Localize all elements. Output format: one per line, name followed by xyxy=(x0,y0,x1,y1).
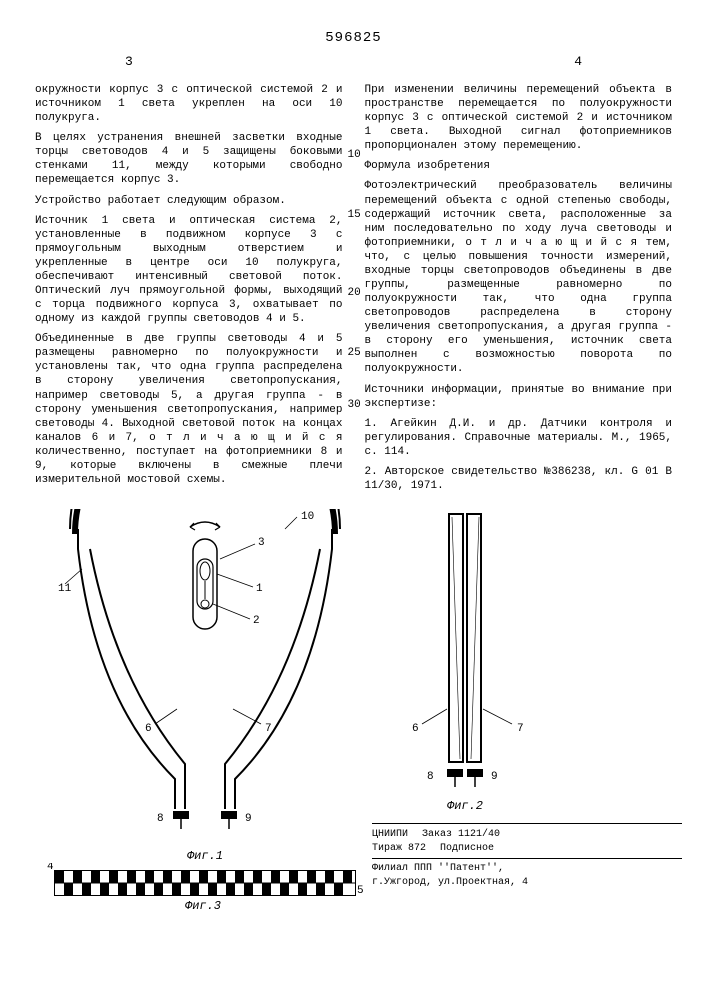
anno-5: 5 xyxy=(357,885,364,897)
paragraph: При изменении величины перемещений объек… xyxy=(365,83,673,153)
figure-1-and-3: 10 3 1 2 11 6 7 8 9 Фиг.1 xyxy=(45,509,365,911)
footer-sub: Подписное xyxy=(440,842,494,856)
footer-branch: Филиал ППП ''Патент'', xyxy=(372,862,682,876)
line-num: 30 xyxy=(348,400,361,411)
source-2: 2. Авторское свидетельство №386238, кл. … xyxy=(365,465,673,493)
anno-9: 9 xyxy=(245,813,252,825)
line-num: 10 xyxy=(348,150,361,161)
footer-address: г.Ужгород, ул.Проектная, 4 xyxy=(372,876,682,890)
line-num: 25 xyxy=(348,348,361,359)
footer-tirage: Тираж 872 xyxy=(372,842,426,856)
page-right: 4 xyxy=(574,54,582,69)
anno-7: 7 xyxy=(265,723,272,735)
sources-title: Источники информации, принятые во вниман… xyxy=(365,383,673,411)
line-num: 15 xyxy=(348,210,361,221)
anno-11: 11 xyxy=(58,583,72,595)
fig3-label: Фиг.3 xyxy=(185,899,221,911)
figure-3-svg: 4 5 Фиг.3 xyxy=(45,863,365,911)
left-column: окружности корпус 3 с оптической системо… xyxy=(35,83,343,499)
anno-10: 10 xyxy=(301,511,314,523)
anno-7b: 7 xyxy=(517,723,524,735)
anno-8b: 8 xyxy=(427,771,434,783)
fig2-label: Фиг.2 xyxy=(447,799,483,813)
paragraph: Источник 1 света и оптическая система 2,… xyxy=(35,214,343,327)
page-container: 596825 3 4 10 15 20 25 30 окружности кор… xyxy=(0,0,707,911)
fig1-label: Фиг.1 xyxy=(45,849,365,863)
formula-text: Фотоэлектрический преобразователь величи… xyxy=(365,179,673,376)
line-num: 20 xyxy=(348,288,361,299)
anno-9b: 9 xyxy=(491,771,498,783)
anno-3: 3 xyxy=(258,537,265,549)
anno-8: 8 xyxy=(157,813,164,825)
figure-2-svg: 6 7 8 9 Фиг.2 xyxy=(367,509,577,819)
formula-title: Формула изобретения xyxy=(365,159,673,173)
paragraph: Устройство работает следующим образом. xyxy=(35,194,343,208)
anno-4: 4 xyxy=(47,863,54,873)
anno-1: 1 xyxy=(256,583,263,595)
footer: ЦНИИПИ Заказ 1121/40 Тираж 872 Подписное… xyxy=(372,823,682,889)
paragraph: Объединенные в две группы световоды 4 и … xyxy=(35,332,343,487)
right-column: При изменении величины перемещений объек… xyxy=(365,83,673,499)
paragraph: В целях устранения внешней засветки вход… xyxy=(35,131,343,187)
anno-6: 6 xyxy=(145,723,152,735)
page-numbers: 3 4 xyxy=(35,54,672,69)
paragraph: окружности корпус 3 с оптической системо… xyxy=(35,83,343,125)
source-1: 1. Агейкин Д.И. и др. Датчики контроля и… xyxy=(365,417,673,459)
footer-order: Заказ 1121/40 xyxy=(422,828,500,842)
patent-number: 596825 xyxy=(35,30,672,46)
figure-2: 6 7 8 9 Фиг.2 xyxy=(367,509,647,819)
figure-1-svg: 10 3 1 2 11 6 7 8 9 xyxy=(45,509,365,849)
anno-6b: 6 xyxy=(412,723,419,735)
anno-2: 2 xyxy=(253,615,260,627)
footer-org: ЦНИИПИ xyxy=(372,828,408,842)
page-left: 3 xyxy=(125,54,133,69)
